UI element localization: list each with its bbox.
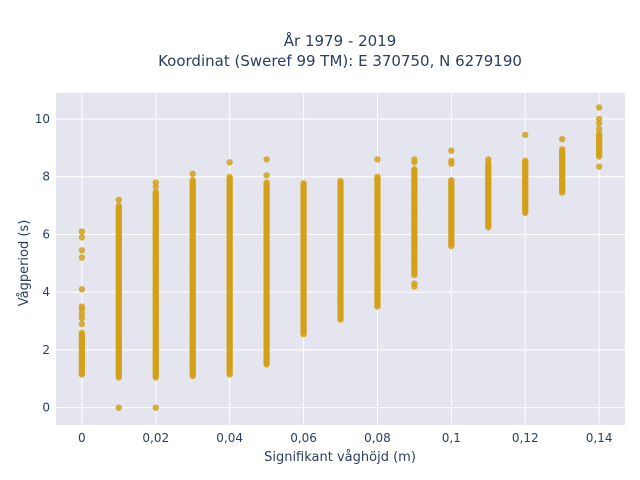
- data-point: [78, 329, 86, 337]
- data-point: [558, 146, 566, 153]
- y-tick-label: 2: [42, 343, 50, 357]
- data-point: [485, 156, 492, 163]
- data-point: [558, 135, 566, 143]
- x-axis-label: Signifikant våghöjd (m): [264, 450, 416, 465]
- data-point: [263, 179, 270, 186]
- data-point: [522, 157, 529, 165]
- data-point: [263, 156, 270, 163]
- x-axis-ticks: 0 0,02 0,04 0,06 0,08 0,1 0,12 0,14: [78, 431, 612, 445]
- x-tick-label: 0,12: [512, 431, 539, 445]
- data-point: [226, 173, 233, 181]
- y-axis-label: Vågperiod (s): [17, 220, 32, 307]
- data-point: [78, 303, 86, 310]
- data-point: [595, 125, 603, 133]
- data-point: [337, 177, 344, 185]
- x-tick-label: 0,06: [290, 431, 317, 445]
- data-point: [78, 228, 86, 235]
- data-point: [78, 247, 86, 254]
- chart-title-line1: År 1979 - 2019: [284, 31, 397, 50]
- data-point: [374, 156, 381, 163]
- y-tick-label: 0: [42, 401, 50, 415]
- x-tick-label: 0: [78, 431, 86, 445]
- data-point: [115, 404, 123, 411]
- data-point: [189, 170, 196, 178]
- data-point: [78, 286, 86, 293]
- data-points: [78, 104, 603, 411]
- data-point: [78, 254, 86, 261]
- data-point: [263, 172, 270, 179]
- data-point: [300, 180, 307, 187]
- data-point: [595, 163, 603, 170]
- data-point: [152, 179, 159, 186]
- data-point: [595, 104, 603, 111]
- data-point: [448, 157, 455, 165]
- data-point: [189, 176, 196, 184]
- data-point: [595, 130, 603, 138]
- data-point: [78, 320, 86, 328]
- data-point: [448, 147, 455, 154]
- x-tick-label: 0,08: [364, 431, 391, 445]
- data-point: [411, 156, 418, 163]
- data-point: [595, 115, 603, 123]
- y-tick-label: 6: [42, 227, 50, 241]
- data-point: [411, 166, 418, 173]
- x-tick-label: 0,02: [142, 431, 169, 445]
- y-tick-label: 8: [42, 170, 50, 184]
- data-point: [374, 173, 381, 180]
- y-tick-label: 4: [42, 285, 50, 299]
- data-point: [226, 159, 233, 166]
- data-point: [115, 196, 123, 204]
- data-point: [152, 188, 159, 196]
- data-point: [522, 131, 529, 139]
- data-point: [448, 176, 455, 184]
- data-point: [115, 202, 123, 210]
- x-tick-label: 0,1: [442, 431, 461, 445]
- y-tick-label: 10: [35, 112, 50, 126]
- data-point: [78, 234, 86, 241]
- data-point: [411, 280, 418, 287]
- x-tick-label: 0,04: [216, 431, 243, 445]
- y-axis-ticks: 0 2 4 6 8 10: [35, 112, 50, 415]
- chart-title-line2: Koordinat (Sweref 99 TM): E 370750, N 62…: [158, 52, 522, 70]
- data-point: [152, 404, 159, 411]
- x-tick-label: 0,14: [586, 431, 613, 445]
